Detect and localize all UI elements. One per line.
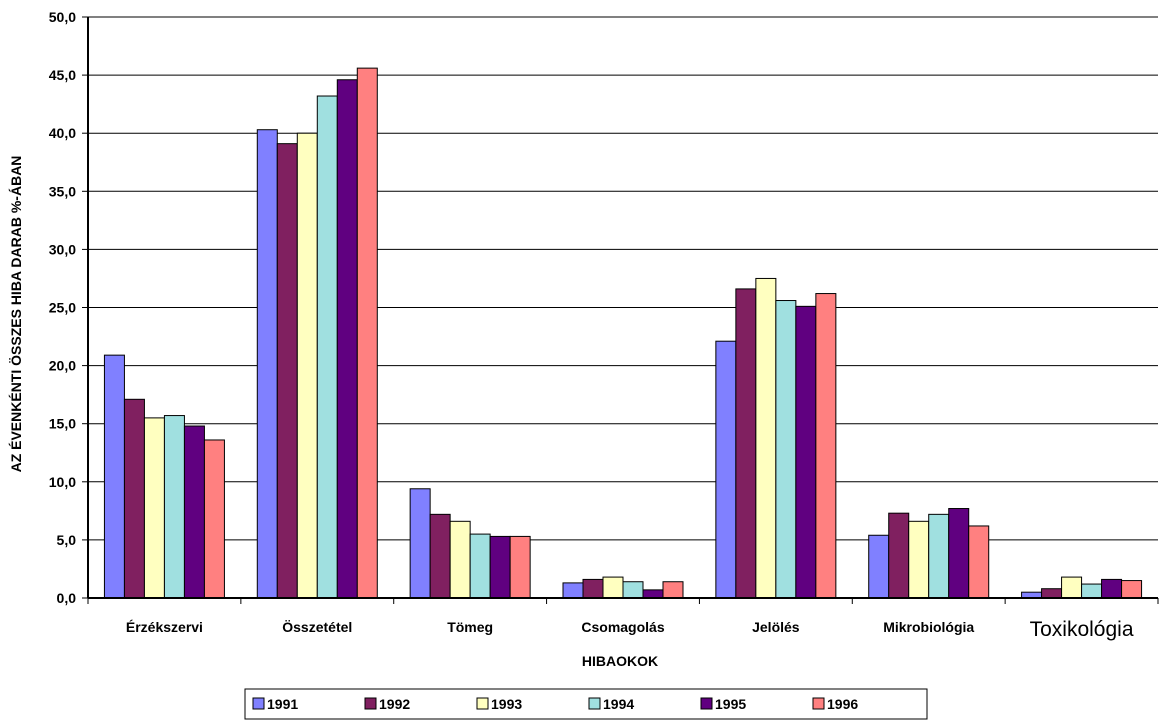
legend-swatch — [252, 697, 265, 710]
legend-label: 1995 — [715, 696, 746, 712]
bar — [735, 288, 757, 599]
x-category-label: Tömeg — [447, 619, 493, 635]
bar — [928, 513, 950, 599]
bar — [948, 508, 970, 599]
bar — [642, 589, 664, 599]
legend-label: 1992 — [379, 696, 410, 712]
legend-swatch — [812, 697, 825, 710]
legend-label: 1991 — [267, 696, 298, 712]
x-axis-title: HIBAOKOK — [582, 653, 658, 669]
bar — [868, 534, 890, 599]
y-tick-label: 50,0 — [49, 9, 76, 25]
legend-swatch — [700, 697, 713, 710]
bar — [622, 581, 644, 599]
bar — [908, 520, 930, 599]
bar — [582, 578, 604, 599]
y-tick-label: 0,0 — [57, 590, 77, 606]
bar — [276, 143, 298, 599]
bar — [356, 67, 378, 599]
bar — [183, 425, 205, 599]
bar — [296, 132, 318, 599]
bar — [815, 293, 837, 599]
y-tick-label: 45,0 — [49, 67, 76, 83]
legend-swatch — [364, 697, 377, 710]
y-tick-label: 35,0 — [49, 183, 76, 199]
bar — [123, 398, 145, 599]
bars — [103, 67, 1143, 599]
legend-label: 1996 — [827, 696, 858, 712]
bar — [103, 354, 125, 599]
y-tick-labels: 0,0 5,0 10,0 15,0 20,0 25,0 30,0 35,0 40,0 45,0 50… — [49, 9, 76, 606]
bar — [1041, 588, 1063, 599]
y-axis-title: AZ ÉVENKÉNTI ÖSSZES HIBA DARAB %-ÁBAN — [8, 156, 24, 473]
x-category-label: Csomagolás — [581, 619, 664, 635]
grid-lines — [88, 16, 1158, 541]
bar — [1081, 583, 1103, 599]
x-category-labels: Érzékszervi Összetétel Tömeg Csomagolás Jelö… — [126, 618, 1134, 641]
bar — [775, 300, 797, 599]
bar — [968, 525, 990, 599]
bar — [163, 415, 185, 599]
y-tick-label: 5,0 — [57, 532, 77, 548]
legend-swatch — [588, 697, 601, 710]
bar — [562, 582, 584, 599]
bar — [1121, 580, 1143, 599]
bar — [755, 277, 777, 599]
x-category-label: Összetétel — [282, 619, 352, 635]
bar — [429, 513, 451, 599]
bar — [143, 417, 165, 599]
bar — [602, 576, 624, 599]
bar — [469, 533, 491, 599]
bar — [795, 305, 817, 599]
legend-swatch — [476, 697, 489, 710]
bar — [509, 535, 531, 599]
axes — [82, 16, 1159, 604]
x-category-label: Toxikológia — [1030, 618, 1134, 641]
bar — [203, 439, 225, 599]
y-tick-label: 30,0 — [49, 241, 76, 257]
bar — [409, 488, 431, 599]
bar — [256, 129, 278, 599]
bar — [1101, 578, 1123, 599]
y-tick-label: 25,0 — [49, 300, 76, 316]
bar — [489, 535, 511, 599]
legend: 1991 1992 1993 1994 1995 1996 — [244, 688, 928, 720]
x-category-label: Jelölés — [752, 619, 800, 635]
bar — [449, 520, 471, 599]
legend-label: 1994 — [603, 696, 634, 712]
legend-label: 1993 — [491, 696, 522, 712]
x-category-label: Mikrobiológia — [883, 619, 974, 635]
x-category-label: Érzékszervi — [126, 619, 203, 635]
legend-box — [244, 688, 928, 720]
bar — [316, 95, 338, 599]
y-tick-label: 15,0 — [49, 416, 76, 432]
bar — [715, 340, 737, 599]
y-tick-label: 40,0 — [49, 125, 76, 141]
bar — [662, 581, 684, 599]
bar — [888, 512, 910, 599]
legend-items: 1991 1992 1993 1994 1995 1996 — [252, 696, 858, 712]
bar — [1061, 576, 1083, 599]
bar — [336, 79, 358, 599]
y-tick-label: 10,0 — [49, 474, 76, 490]
y-tick-label: 20,0 — [49, 358, 76, 374]
